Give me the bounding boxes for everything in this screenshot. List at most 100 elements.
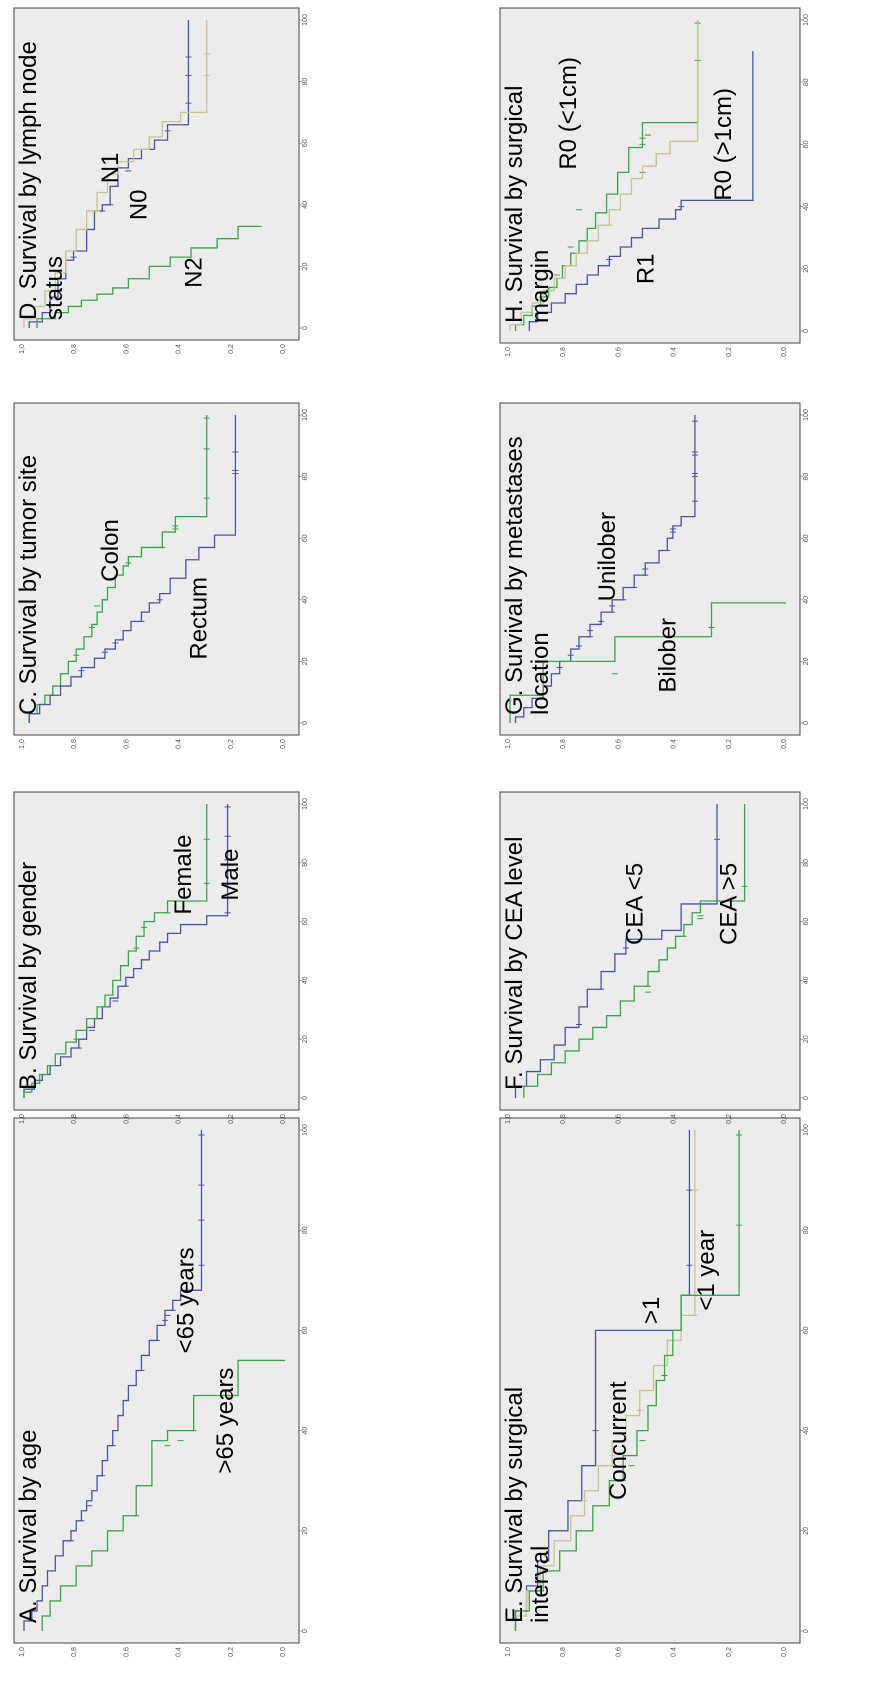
y-tick-label: 0,4 <box>176 1647 183 1657</box>
x-tick-label: 20 <box>302 1527 309 1535</box>
y-tick-label: 0,8 <box>71 344 78 354</box>
y-tick-label: 0,8 <box>71 1647 78 1657</box>
panel-title: C. Survival by tumor site <box>15 455 42 715</box>
panel-title: margin <box>527 250 554 323</box>
y-tick-label: 1,0 <box>19 739 26 749</box>
y-tick-label: 0,0 <box>781 1647 788 1657</box>
series-line-blue <box>514 415 696 723</box>
x-tick-label: 60 <box>803 140 810 148</box>
x-tick-label: 80 <box>302 473 309 481</box>
panel-title: H. Survival by surgical <box>501 86 528 323</box>
x-tick-label: 40 <box>803 976 810 984</box>
y-tick-label: 0,6 <box>123 344 130 354</box>
series-label: N1 <box>97 152 124 183</box>
panel-G: 1,0 0,8 0,6 0,4 0,2 0,0 0 20 40 60 80 100 G. Surviva… <box>499 402 810 749</box>
series-label: Unilober <box>594 512 621 601</box>
panel-D: 1,0 0,8 0,6 0,4 0,2 0,0 0 20 40 60 80 100 D. Surviva… <box>13 7 309 354</box>
series-line-green <box>509 602 786 723</box>
x-tick-label: 60 <box>302 139 309 147</box>
y-tick-label: 0,6 <box>123 1114 130 1124</box>
series-label: <65 years <box>173 1247 200 1353</box>
y-tick-label: 0,0 <box>280 344 287 354</box>
plot-area <box>13 402 300 736</box>
y-tick-label: 0,6 <box>615 739 622 749</box>
series-label: <1 year <box>693 1230 720 1311</box>
x-tick-label: 60 <box>803 918 810 926</box>
plot-area <box>499 402 801 736</box>
y-tick-label: 0,4 <box>671 1114 678 1124</box>
x-tick-label: 80 <box>302 78 309 86</box>
y-tick-label: 0,2 <box>228 344 235 354</box>
panel-title: A. Survival by age <box>15 1430 42 1623</box>
x-tick-label: 100 <box>803 409 810 421</box>
series-line-blue <box>528 51 754 331</box>
y-tick-label: 0,6 <box>123 1647 130 1657</box>
x-tick-label: 60 <box>803 534 810 542</box>
x-tick-label: 20 <box>803 1035 810 1043</box>
x-tick-label: 20 <box>302 657 309 665</box>
x-tick-label: 80 <box>302 859 309 867</box>
x-tick-label: 20 <box>803 265 810 273</box>
x-tick-label: 20 <box>302 1035 309 1043</box>
panel-F: 1,0 0,8 0,6 0,4 0,2 0,0 0 20 40 60 80 100 F. Surviva… <box>499 791 810 1124</box>
y-tick-label: 0,2 <box>228 1114 235 1124</box>
plot-area <box>13 7 300 341</box>
series-label: CEA <5 <box>621 863 648 945</box>
x-tick-label: 0 <box>302 1629 309 1633</box>
y-tick-label: 0,8 <box>560 1647 567 1657</box>
series-line-blue <box>23 1130 203 1631</box>
series-line-blue <box>514 804 718 1098</box>
series-line-green <box>514 20 699 331</box>
series-label: Bilober <box>655 618 682 693</box>
y-tick-label: 0,8 <box>560 347 567 357</box>
plot-area <box>499 1117 801 1644</box>
x-tick-label: 0 <box>803 721 810 725</box>
x-tick-label: 40 <box>302 1427 309 1435</box>
x-tick-label: 20 <box>302 262 309 270</box>
series-line-green <box>36 225 259 328</box>
y-tick-label: 0,0 <box>280 739 287 749</box>
y-tick-label: 0,4 <box>176 739 183 749</box>
y-tick-label: 0,6 <box>123 739 130 749</box>
x-tick-label: 0 <box>302 326 309 330</box>
y-tick-label: 0,2 <box>726 347 733 357</box>
y-tick-label: 0,4 <box>671 739 678 749</box>
series-line-blue <box>28 415 237 723</box>
panel-title: status <box>41 256 68 320</box>
y-tick-label: 0,2 <box>726 739 733 749</box>
x-tick-label: 0 <box>803 1096 810 1100</box>
series-label: Female <box>170 835 197 915</box>
series-label: >1 <box>638 1297 665 1324</box>
x-tick-label: 80 <box>803 473 810 481</box>
series-label: Concurrent <box>605 1381 632 1500</box>
x-tick-label: 100 <box>302 409 309 421</box>
x-tick-label: 100 <box>302 798 309 810</box>
series-line-green <box>523 804 746 1098</box>
panel-title: interval <box>527 1546 554 1623</box>
y-tick-label: 0,4 <box>671 1647 678 1657</box>
panel-H: 1,0 0,8 0,6 0,4 0,2 0,0 0 20 40 60 80 100 H. Surviva… <box>499 7 810 357</box>
x-tick-label: 60 <box>302 1326 309 1334</box>
y-tick-label: 0,2 <box>228 1647 235 1657</box>
y-tick-label: 0,8 <box>560 1114 567 1124</box>
x-tick-label: 40 <box>302 976 309 984</box>
y-tick-label: 0,8 <box>71 1114 78 1124</box>
y-tick-label: 0,2 <box>726 1114 733 1124</box>
panel-title: E. Survival by surgical <box>501 1387 528 1623</box>
x-tick-label: 60 <box>803 1326 810 1334</box>
y-tick-label: 1,0 <box>505 1114 512 1124</box>
x-tick-label: 40 <box>803 596 810 604</box>
x-tick-label: 100 <box>302 14 309 26</box>
x-tick-label: 40 <box>302 596 309 604</box>
y-tick-label: 0,2 <box>228 739 235 749</box>
x-tick-label: 0 <box>803 1629 810 1633</box>
x-tick-label: 100 <box>302 1124 309 1136</box>
x-tick-label: 80 <box>803 78 810 86</box>
series-label: N2 <box>180 257 207 288</box>
plot-area <box>499 791 801 1111</box>
panel-C: 1,0 0,8 0,6 0,4 0,2 0,0 0 20 40 60 80 100 C. Surviva… <box>13 402 309 749</box>
y-tick-label: 1,0 <box>19 344 26 354</box>
y-tick-label: 0,0 <box>781 739 788 749</box>
series-label: CEA >5 <box>715 863 742 945</box>
